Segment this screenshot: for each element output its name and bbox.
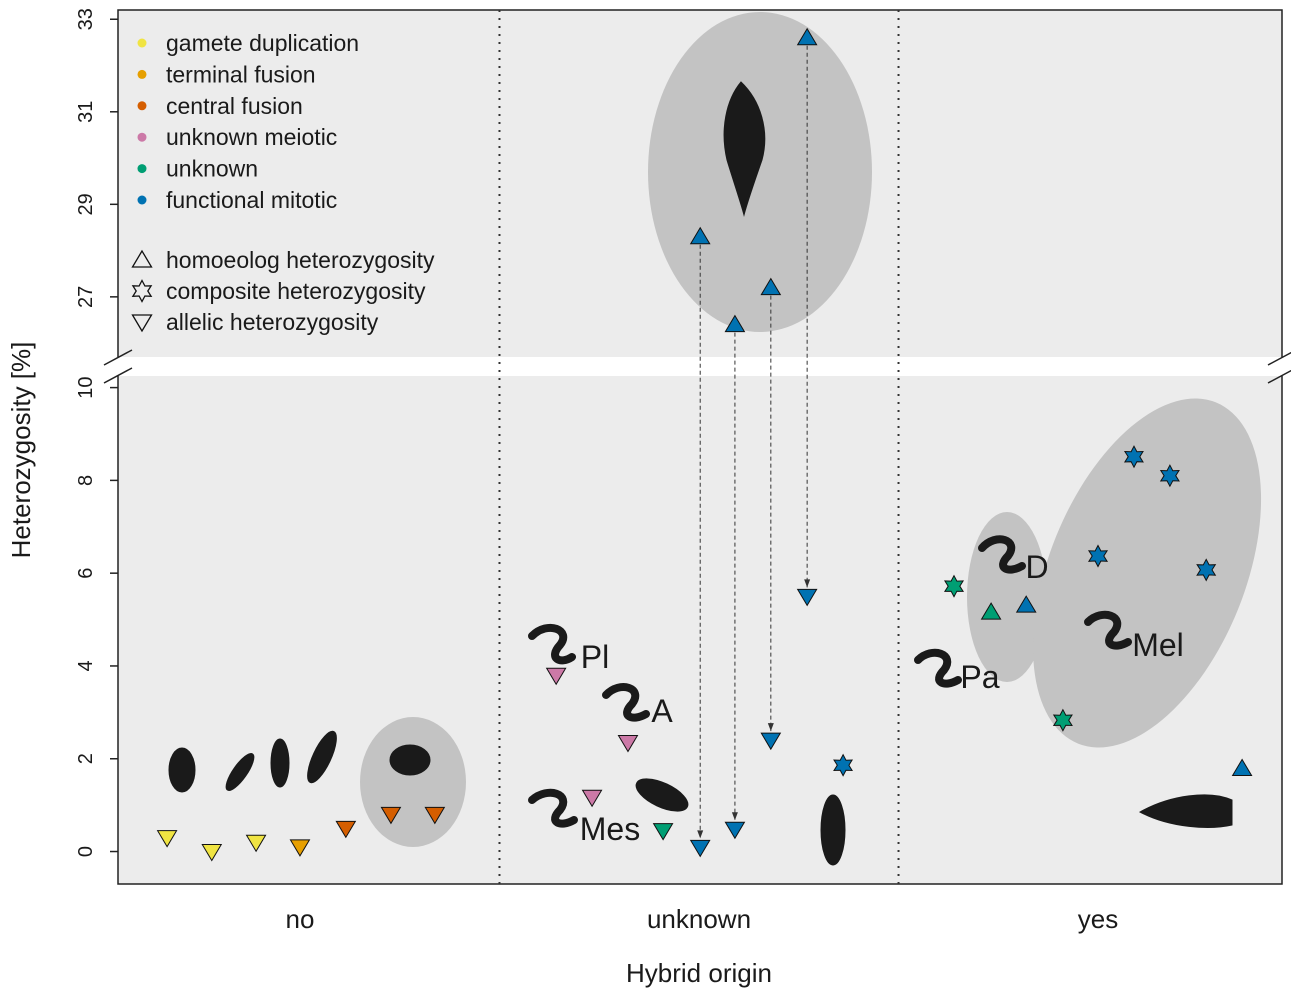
legend-label: functional mitotic (166, 187, 337, 213)
legend-swatch (138, 133, 147, 142)
x-tick-label: unknown (647, 904, 751, 934)
y-tick-label: 33 (75, 8, 97, 30)
ellipse (360, 717, 466, 847)
y-tick-label: 4 (75, 660, 97, 671)
crayfish (821, 795, 845, 865)
y-tick-label: 31 (75, 101, 97, 123)
legend-swatch (138, 196, 147, 205)
annotation: Pl (581, 639, 609, 675)
annotation: Pa (960, 659, 999, 695)
x-tick-label: no (286, 904, 315, 934)
legend-label: allelic heterozygosity (166, 309, 379, 335)
y-tick-label: 27 (75, 286, 97, 308)
legend-swatch (138, 164, 147, 173)
annotation: A (651, 693, 673, 729)
y-tick-label: 8 (75, 475, 97, 486)
y-tick-label: 0 (75, 846, 97, 857)
y-tick-label: 2 (75, 753, 97, 764)
page: {"chart_data": {"type": "scatter", "x_la… (0, 0, 1291, 994)
x-tick-label: yes (1078, 904, 1118, 934)
annotation: D (1025, 549, 1048, 585)
legend-label: unknown (166, 156, 258, 182)
chart: Heterozygosity [%] Hybrid origin 0 2 4 6 8 10… (0, 0, 1291, 989)
y-tick-label: 6 (75, 568, 97, 579)
y-tick-label: 10 (75, 376, 97, 398)
legend-label: homoeolog heterozygosity (166, 247, 435, 273)
x-axis-label: Hybrid origin (626, 958, 772, 988)
legend-swatch (138, 101, 147, 110)
legend-label: unknown meiotic (166, 124, 337, 150)
legend-swatch (138, 70, 147, 79)
y-tick-label: 29 (75, 193, 97, 215)
legend-label: terminal fusion (166, 61, 316, 87)
ellipse (648, 12, 872, 332)
annotation: Mes (580, 811, 640, 847)
legend-label: composite heterozygosity (166, 278, 426, 304)
fly (390, 745, 430, 775)
legend-label: central fusion (166, 93, 303, 119)
legend-swatch (138, 39, 147, 48)
insect (169, 748, 195, 792)
annotation: Mel (1132, 627, 1184, 663)
y-axis-label: Heterozygosity [%] (6, 342, 36, 559)
legend-label: gamete duplication (166, 30, 359, 56)
insect (271, 739, 289, 787)
